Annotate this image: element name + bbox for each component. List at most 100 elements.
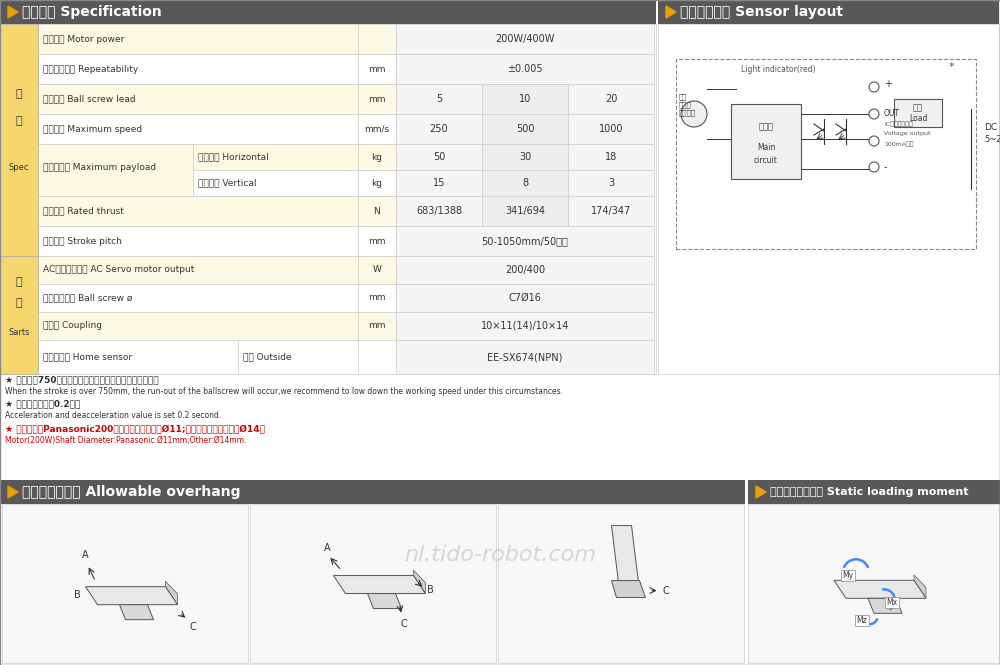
Bar: [482, 196, 568, 226]
Bar: [193, 144, 358, 170]
Bar: [358, 54, 396, 84]
Text: 最高速度 Maximum speed: 最高速度 Maximum speed: [43, 124, 142, 134]
Text: Motor(200W)Shaft Diameter:Panasonic:Ø11mm;Other:Ø14mm.: Motor(200W)Shaft Diameter:Panasonic:Ø11m…: [5, 436, 246, 444]
Bar: [358, 256, 396, 284]
Text: DC: DC: [984, 122, 997, 132]
Bar: [38, 196, 358, 226]
Circle shape: [869, 136, 879, 146]
Text: When the stroke is over 750mm, the run-out of the ballscrew will occur,we recomm: When the stroke is over 750mm, the run-o…: [5, 386, 563, 396]
Text: 感応器接線図 Sensor layout: 感応器接線図 Sensor layout: [680, 5, 843, 19]
Text: （紅色）: （紅色）: [679, 110, 696, 116]
Bar: [358, 284, 396, 312]
Text: B: B: [428, 585, 434, 595]
Text: 5: 5: [436, 94, 442, 104]
Bar: [568, 196, 654, 226]
Text: C: C: [190, 622, 196, 632]
Polygon shape: [914, 575, 926, 598]
Text: -: -: [884, 162, 888, 172]
Bar: [568, 170, 654, 196]
Text: 18: 18: [605, 152, 617, 162]
Text: B: B: [74, 590, 81, 600]
Text: C: C: [662, 586, 669, 596]
Text: AC伺服馬達容量 AC Servo motor output: AC伺服馬達容量 AC Servo motor output: [43, 265, 194, 275]
Text: *: *: [948, 62, 954, 72]
Text: 100mA以下: 100mA以下: [884, 141, 914, 147]
Text: Acceleration and deacceleration value is set 0.2 second.: Acceleration and deacceleration value is…: [5, 410, 221, 420]
Bar: [498, 504, 744, 663]
Text: 格: 格: [16, 116, 22, 126]
Text: N: N: [374, 207, 380, 215]
Bar: [396, 340, 654, 374]
Bar: [358, 84, 396, 114]
Text: 容許負載力距表 Allowable overhang: 容許負載力距表 Allowable overhang: [22, 485, 240, 499]
Text: 標準行程 Stroke pitch: 標準行程 Stroke pitch: [43, 237, 122, 245]
Text: My: My: [842, 571, 854, 580]
Text: 部: 部: [16, 277, 22, 287]
Bar: [38, 226, 358, 256]
Circle shape: [869, 109, 879, 119]
Text: ★ 馬達加減速設定0.2秒。: ★ 馬達加減速設定0.2秒。: [5, 400, 80, 408]
Polygon shape: [868, 598, 902, 613]
Text: kg: kg: [372, 152, 382, 162]
Bar: [396, 196, 482, 226]
Text: 負載: 負載: [913, 104, 923, 113]
Circle shape: [681, 101, 707, 127]
Bar: [396, 54, 654, 84]
Text: mm: mm: [368, 293, 386, 303]
Bar: [358, 24, 396, 54]
Bar: [396, 312, 654, 340]
Bar: [396, 226, 654, 256]
Text: 500: 500: [516, 124, 534, 134]
Bar: [358, 114, 396, 144]
Polygon shape: [120, 604, 154, 620]
Bar: [396, 24, 654, 54]
Bar: [38, 54, 358, 84]
Bar: [38, 24, 358, 54]
Text: 規: 規: [16, 88, 22, 98]
Text: mm: mm: [368, 237, 386, 245]
Bar: [396, 170, 482, 196]
Text: kg: kg: [372, 178, 382, 188]
Bar: [894, 99, 942, 127]
Text: OUT: OUT: [884, 110, 900, 118]
Text: Mx: Mx: [886, 598, 898, 607]
Bar: [658, 0, 999, 24]
Bar: [731, 104, 801, 179]
Text: 5~24V: 5~24V: [984, 134, 1000, 144]
Text: 200W/400W: 200W/400W: [495, 34, 555, 44]
Text: mm: mm: [368, 321, 386, 331]
Bar: [0, 24, 38, 256]
Text: 1000: 1000: [599, 124, 623, 134]
Bar: [238, 340, 358, 374]
Bar: [676, 59, 976, 249]
Bar: [482, 84, 568, 114]
Bar: [748, 504, 999, 663]
Circle shape: [869, 162, 879, 172]
Text: 定格推力 Rated thrust: 定格推力 Rated thrust: [43, 207, 124, 215]
Text: 靜態容許負載慣量 Static loading moment: 靜態容許負載慣量 Static loading moment: [770, 487, 968, 497]
Text: 10: 10: [519, 94, 531, 104]
Text: C7Ø16: C7Ø16: [509, 293, 541, 303]
Text: 50: 50: [433, 152, 445, 162]
Bar: [0, 480, 745, 504]
Text: 馬達功率 Motor power: 馬達功率 Motor power: [43, 35, 124, 43]
Bar: [38, 340, 238, 374]
Bar: [396, 256, 654, 284]
Text: 水平使用 Horizontal: 水平使用 Horizontal: [198, 152, 269, 162]
Polygon shape: [368, 594, 402, 608]
Polygon shape: [834, 581, 926, 598]
Polygon shape: [334, 575, 426, 594]
Bar: [482, 170, 568, 196]
Text: 3: 3: [608, 178, 614, 188]
Bar: [38, 312, 358, 340]
Text: 250: 250: [430, 124, 448, 134]
Text: 15: 15: [433, 178, 445, 188]
Circle shape: [869, 82, 879, 92]
Text: 最大可搬量 Maximum payload: 最大可搬量 Maximum payload: [43, 164, 156, 172]
Text: mm: mm: [368, 65, 386, 74]
Bar: [38, 114, 358, 144]
Text: Sarts: Sarts: [8, 329, 30, 337]
Text: 200/400: 200/400: [505, 265, 545, 275]
Bar: [482, 114, 568, 144]
Text: W: W: [373, 265, 381, 275]
